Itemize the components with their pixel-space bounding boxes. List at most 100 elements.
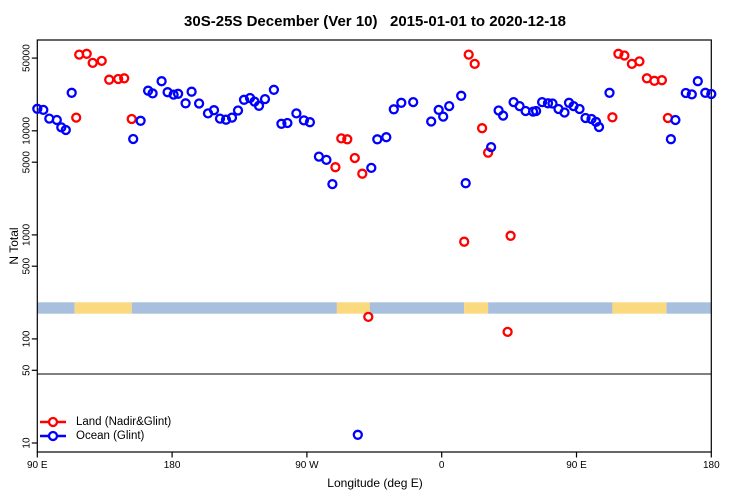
data-point [232, 105, 244, 116]
y-tick-label: 50 [22, 364, 33, 376]
data-point [330, 162, 341, 173]
surface-band-segment-ocean [37, 302, 75, 314]
data-point [349, 152, 360, 164]
data-point [700, 87, 711, 98]
x-tick-label: 90 E [27, 460, 48, 471]
data-point [208, 105, 220, 116]
data-point [670, 114, 681, 126]
y-tick-label: 1000 [22, 223, 33, 246]
data-point [574, 103, 585, 115]
x-tick-label: 0 [439, 460, 445, 471]
data-point [706, 88, 717, 100]
data-point [686, 89, 697, 100]
legend: Land (Nadir&Glint) Ocean (Glint) [39, 415, 171, 443]
data-point [113, 73, 124, 85]
data-point [444, 100, 455, 112]
y-tick-label: 10 [22, 437, 33, 449]
data-point [460, 178, 471, 189]
data-point [438, 111, 449, 122]
data-point [469, 58, 480, 70]
data-point [634, 56, 645, 67]
data-point [147, 88, 158, 99]
y-tick-label: 500 [22, 257, 33, 274]
y-tick-label: 50000 [22, 44, 33, 72]
data-point [168, 89, 179, 100]
x-tick-label: 180 [164, 460, 181, 471]
data-point [32, 103, 43, 114]
data-point [81, 48, 92, 59]
data-point [336, 133, 347, 144]
data-point [514, 100, 525, 112]
surface-band-segment-land [612, 302, 667, 314]
data-point [51, 114, 62, 126]
data-point [104, 74, 115, 85]
data-point [38, 104, 49, 116]
data-point [259, 93, 271, 105]
data-point [172, 88, 184, 99]
legend-item-ocean: Ocean (Glint) [39, 429, 171, 443]
data-point [357, 168, 368, 179]
data-point [238, 94, 250, 105]
data-point [426, 116, 437, 127]
data-point [291, 108, 302, 119]
y-tick-label: 5000 [22, 151, 33, 174]
x-axis-ticks: 90 E 180 90 W 0 90 E 180 [27, 452, 720, 471]
data-point [502, 326, 513, 338]
data-point [128, 133, 139, 145]
data-point [692, 76, 703, 87]
surface-band [37, 302, 712, 314]
data-point [530, 105, 542, 117]
data-point [381, 132, 392, 143]
data-point [366, 162, 377, 174]
data-point [363, 311, 374, 323]
data-point [180, 98, 191, 109]
data-point [505, 230, 516, 241]
data-point [87, 57, 98, 69]
data-point [372, 134, 383, 145]
data-point [396, 97, 407, 108]
data-point [593, 121, 605, 133]
data-point [135, 115, 146, 126]
legend-label-land: Land (Nadir&Glint) [76, 416, 172, 428]
data-point [304, 117, 316, 128]
data-point [656, 75, 668, 86]
data-point [220, 114, 232, 125]
data-point [253, 100, 265, 111]
data-point [459, 236, 470, 247]
data-point [619, 50, 630, 61]
surface-band-segment-ocean [369, 302, 465, 314]
data-point [559, 107, 570, 118]
data-point [352, 429, 363, 440]
surface-band-segment-ocean [131, 302, 337, 314]
chart-title: 30S-25S December (Ver 10) 2015-01-01 to … [184, 13, 566, 30]
data-point [485, 141, 497, 153]
data-point [665, 134, 677, 145]
data-point [476, 123, 488, 134]
ocean-marker-icon [40, 430, 66, 442]
land-marker-icon [40, 416, 66, 428]
data-point [604, 87, 615, 98]
data-point [126, 113, 137, 125]
y-axis-ticks: 10 50 100 500 1000 5000 10000 50000 [22, 44, 38, 449]
data-point [60, 124, 71, 136]
x-tick-label: 90 E [566, 460, 587, 471]
data-point [321, 154, 332, 166]
legend-item-land: Land (Nadir&Glint) [39, 415, 171, 429]
surface-band-segment-land [336, 302, 370, 314]
data-point [547, 98, 558, 109]
data-point [298, 115, 310, 126]
data-point [536, 96, 548, 108]
data-point [226, 112, 238, 123]
data-point [456, 90, 467, 101]
data-point [408, 96, 419, 108]
y-axis-label: N Total [7, 227, 21, 265]
x-axis-label: Longitude (deg E) [327, 476, 423, 490]
data-point [96, 55, 107, 67]
y-tick-label: 100 [22, 330, 33, 347]
data-point [342, 134, 353, 145]
surface-band-segment-land [464, 302, 489, 314]
data-point [66, 87, 77, 98]
data-point [186, 86, 197, 97]
